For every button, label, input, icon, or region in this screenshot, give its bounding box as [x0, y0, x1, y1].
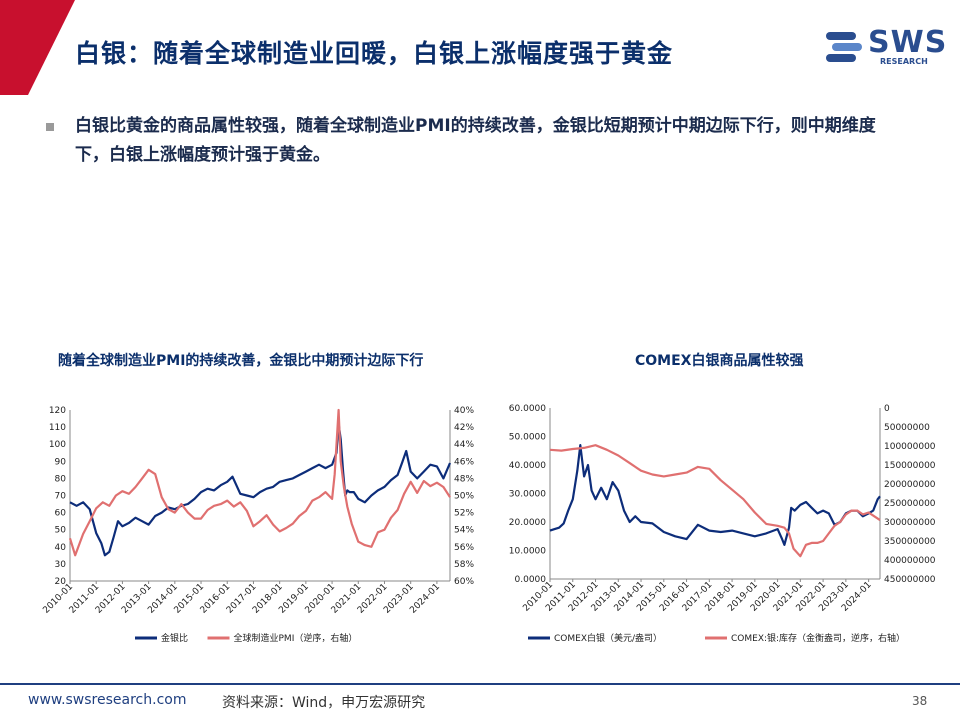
right-tick-label: 46%: [454, 457, 474, 467]
legend-label-1: COMEX白银（美元/盎司）: [554, 632, 662, 644]
page-number: 38: [912, 694, 928, 708]
chart-2: 0.0000 10.0000 20.0000 30.0000 40.0000 50.000…: [509, 404, 936, 644]
bullet-marker: [46, 123, 54, 131]
left-tick-label: 40.0000: [509, 461, 546, 471]
right-tick-label: 52%: [454, 509, 474, 519]
left-tick-label: 30.0000: [509, 490, 546, 500]
right-tick-label: 40%: [454, 406, 474, 416]
right-tick-label: 60%: [454, 577, 474, 587]
right-tick-label: 50000000: [884, 423, 930, 433]
chart-1-title: 随着全球制造业PMI的持续改善，金银比中期预计边际下行: [58, 353, 424, 369]
footer-url[interactable]: www.swsresearch.com: [28, 692, 187, 708]
right-tick-label: 450000000: [884, 575, 936, 585]
footer-source: 资料来源：Wind，申万宏源研究: [222, 695, 426, 711]
right-tick-label: 300000000: [884, 518, 936, 528]
left-tick-label: 100: [49, 440, 66, 450]
legend-label-2: COMEX:银:库存（金衡盎司，逆序，右轴）: [731, 632, 905, 644]
legend-label-2: 全球制造业PMI（逆序，右轴）: [234, 632, 358, 644]
logo-text: SWS: [868, 25, 948, 60]
right-tick-label: 0: [884, 404, 890, 414]
left-tick-label: 50: [55, 526, 67, 536]
right-tick-label: 100000000: [884, 442, 936, 452]
series-line-2: [549, 444, 881, 558]
left-tick-label: 80: [55, 474, 67, 484]
chart-2-title: COMEX白银商品属性较强: [635, 353, 804, 369]
left-tick-label: 0.0000: [515, 575, 547, 585]
right-tick-label: 58%: [454, 560, 474, 570]
bullet-text: 白银比黄金的商品属性较强，随着全球制造业PMI的持续改善，金银比短期预计中期边际…: [75, 116, 876, 165]
right-tick-label: 400000000: [884, 556, 936, 566]
left-tick-label: 40: [55, 543, 67, 553]
right-tick-label: 200000000: [884, 480, 936, 490]
footer-divider: [0, 683, 960, 685]
series-line-1: [69, 422, 452, 557]
page-title: 白银：随着全球制造业回暖，白银上涨幅度强于黄金: [75, 39, 674, 68]
left-tick-label: 120: [49, 406, 66, 416]
legend-label-1: 金银比: [161, 632, 188, 644]
logo-sub: RESEARCH: [880, 57, 928, 66]
left-tick-label: 20.0000: [509, 518, 546, 528]
left-tick-label: 90: [55, 457, 67, 467]
right-tick-label: 56%: [454, 543, 474, 553]
left-tick-label: 60: [55, 509, 67, 519]
right-tick-label: 250000000: [884, 499, 936, 509]
right-tick-label: 48%: [454, 474, 474, 484]
left-tick-label: 70: [55, 492, 67, 502]
right-tick-label: 54%: [454, 526, 474, 536]
right-tick-label: 350000000: [884, 537, 936, 547]
chart-1: 20 30 40 50 60 70 80 90 100 110 120 40% 42% 44% 46% 48%…: [41, 406, 474, 644]
left-tick-label: 30: [55, 560, 67, 570]
left-tick-label: 10.0000: [509, 547, 546, 557]
right-tick-label: 44%: [454, 440, 474, 450]
left-tick-label: 50.0000: [509, 433, 546, 443]
left-tick-label: 20: [55, 577, 67, 587]
series-line-2: [68, 408, 451, 557]
right-tick-label: 42%: [454, 423, 474, 433]
right-tick-label: 150000000: [884, 461, 936, 471]
sws-logo-icon: [826, 32, 862, 62]
right-tick-label: 50%: [454, 492, 474, 502]
left-tick-label: 110: [49, 423, 66, 433]
sws-logo: SWS RESEARCH: [820, 22, 948, 72]
left-tick-label: 60.0000: [509, 404, 546, 414]
header-red-accent: [0, 0, 75, 95]
